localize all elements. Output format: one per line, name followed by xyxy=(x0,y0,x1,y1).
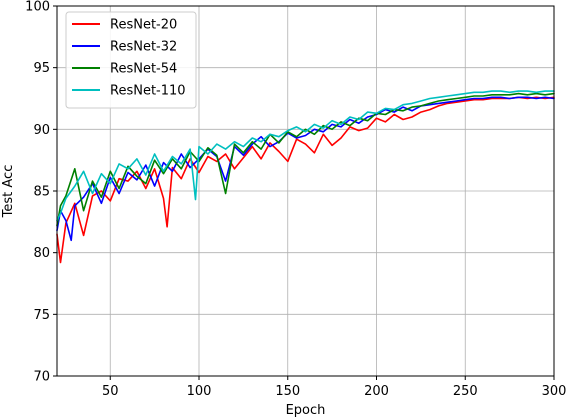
x-tick-label: 250 xyxy=(453,384,478,399)
x-tick-label: 200 xyxy=(364,384,389,399)
legend-label-resnet-110: ResNet-110 xyxy=(110,84,186,99)
y-tick-label: 80 xyxy=(33,246,50,261)
plot-series xyxy=(56,90,555,264)
x-tick-label: 300 xyxy=(542,384,567,399)
x-tick-label: 150 xyxy=(275,384,300,399)
legend-box xyxy=(65,11,197,109)
y-tick-label: 90 xyxy=(33,123,50,138)
legend-label-resnet-54: ResNet-54 xyxy=(110,62,177,77)
y-tick-label: 100 xyxy=(25,0,50,15)
series-line-resnet-54 xyxy=(56,92,555,227)
series-line-resnet-110 xyxy=(56,90,555,222)
series-line-resnet-32 xyxy=(56,96,555,242)
y-axis-label: Test Acc xyxy=(1,165,16,219)
axis-ticks: 50 100 150 200 250 300 70 75 80 85 90 95 100 xyxy=(25,0,566,399)
y-tick-label: 95 xyxy=(33,61,50,76)
x-tick-label: 50 xyxy=(102,384,119,399)
series-line-resnet-20 xyxy=(56,96,555,264)
y-tick-label: 70 xyxy=(33,370,50,385)
x-tick-label: 100 xyxy=(187,384,212,399)
y-tick-label: 85 xyxy=(33,185,50,200)
legend-label-resnet-32: ResNet-32 xyxy=(110,40,177,55)
x-axis-label: Epoch xyxy=(286,403,326,418)
y-tick-label: 75 xyxy=(33,308,50,323)
legend-label-resnet-20: ResNet-20 xyxy=(110,18,177,33)
legend: ResNet-20 ResNet-32 ResNet-54 ResNet-110 xyxy=(65,11,197,109)
